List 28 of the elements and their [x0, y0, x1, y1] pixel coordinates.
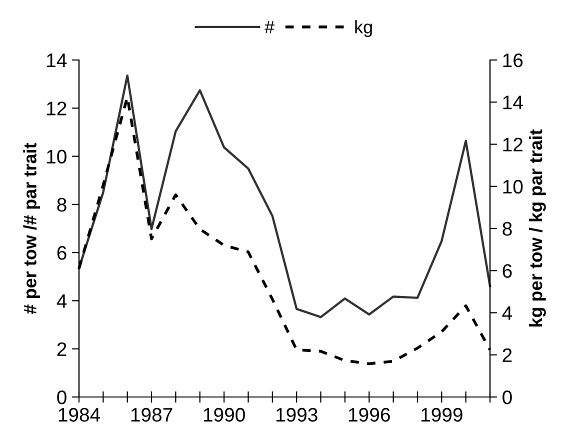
y-tick-label: 8 [57, 198, 66, 212]
y2-tick-label: 8 [502, 222, 512, 236]
y-tick-label: 6 [57, 246, 66, 260]
y-tick-label: 4 [56, 294, 67, 308]
y-tick-label: 2 [57, 342, 66, 356]
x-tick-label: 1993 [276, 408, 318, 422]
y2-tick-label: 6 [502, 264, 512, 278]
x-tick-label: 1987 [131, 408, 172, 422]
y2-axis-title: kg per tow / kg par trait [528, 129, 546, 327]
legend-label: # [264, 20, 274, 34]
x-tick-label: 1996 [348, 408, 390, 422]
x-tick-label: 1984 [58, 408, 100, 422]
y2-tick-label: 14 [503, 96, 523, 110]
y2-tick-label: 10 [503, 180, 523, 194]
x-tick-label: 1990 [204, 408, 245, 422]
y-tick-label: 14 [47, 54, 67, 68]
y-tick-label: 12 [47, 102, 66, 116]
x-tick-label: 1999 [422, 408, 462, 422]
y-tick-label: 10 [47, 150, 66, 164]
y2-tick-label: 2 [502, 348, 512, 362]
y2-tick-label: 0 [502, 390, 512, 404]
y-axis-title: # per tow /# par trait [23, 142, 40, 314]
y2-tick-label: 4 [502, 306, 512, 320]
legend-label: kg [355, 20, 372, 38]
y-tick-label: 0 [57, 390, 66, 404]
y2-tick-label: 16 [503, 53, 523, 68]
line-series [78, 74, 492, 318]
y2-tick-label: 12 [503, 138, 522, 152]
